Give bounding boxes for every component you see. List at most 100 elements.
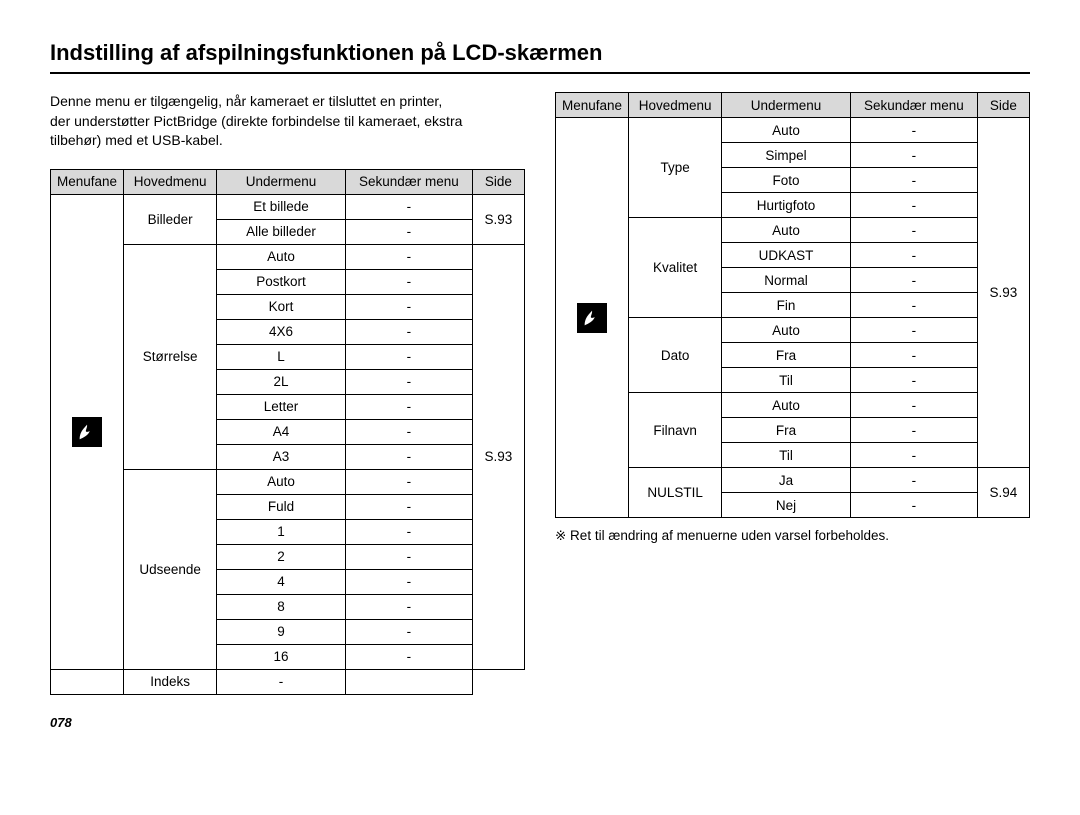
sub-l: L [217,344,346,369]
sub-letter: Letter [217,394,346,419]
sub-auto-t: Auto [722,118,851,143]
page-number: 078 [50,715,525,730]
intro-text: Denne menu er tilgængelig, når kameraet … [50,92,525,151]
table-header-row: Menufane Hovedmenu Undermenu Sekundær me… [51,169,525,194]
sub-til-d: Til [722,368,851,393]
left-table: Menufane Hovedmenu Undermenu Sekundær me… [50,169,525,695]
table-row: Type Auto - S.93 [556,118,1030,143]
sec-cell: - [850,168,977,193]
pictbridge-icon [72,417,102,447]
sub-alle-billeder: Alle billeder [217,219,346,244]
header-side: Side [977,93,1029,118]
sec-cell: - [345,444,472,469]
sub-normal: Normal [722,268,851,293]
side-rest: S.93 [472,244,524,669]
sec-cell: - [850,293,977,318]
sec-cell: - [345,294,472,319]
intro-line-2: der understøtter PictBridge (direkte for… [50,113,462,129]
sub-16: 16 [217,644,346,669]
intro-line-1: Denne menu er tilgængelig, når kameraet … [50,93,442,109]
sub-fuld: Fuld [217,494,346,519]
sec-cell: - [345,519,472,544]
sub-4x6: 4X6 [217,319,346,344]
table-row: Indeks- [51,669,525,694]
header-menufane: Menufane [51,169,124,194]
sec-cell: - [345,544,472,569]
header-undermenu: Undermenu [217,169,346,194]
header-sekundaer: Sekundær menu [345,169,472,194]
sub-til-f: Til [722,443,851,468]
sub-fra-d: Fra [722,343,851,368]
sec-cell: - [345,644,472,669]
side-nulstil: S.94 [977,468,1029,518]
sub-a4: A4 [217,419,346,444]
side-billeder: S.93 [472,194,524,244]
sub-auto2: Auto [217,469,346,494]
sec-cell: - [345,369,472,394]
main-stoerrelse: Størrelse [124,244,217,469]
main-nulstil: NULSTIL [629,468,722,518]
main-billeder: Billeder [124,194,217,244]
sub-auto-f: Auto [722,393,851,418]
sub-hurtigfoto: Hurtigfoto [722,193,851,218]
sec-cell: - [850,218,977,243]
sec-cell: - [850,468,977,493]
sub-udkast: UDKAST [722,243,851,268]
sec-cell: - [345,394,472,419]
table-row: Billeder Et billede - S.93 [51,194,525,219]
sub-nej: Nej [722,493,851,518]
sec-cell: - [345,569,472,594]
sub-2: 2 [217,544,346,569]
sec-cell: - [217,669,346,694]
sub-auto-k: Auto [722,218,851,243]
sec-cell: - [850,118,977,143]
pictbridge-icon [577,303,607,333]
sub-et-billede: Et billede [217,194,346,219]
sub-2l: 2L [217,369,346,394]
right-table: Menufane Hovedmenu Undermenu Sekundær me… [555,92,1030,518]
sec-cell: - [345,494,472,519]
sub-auto-d: Auto [722,318,851,343]
sub-simpel: Simpel [722,143,851,168]
sec-cell: - [850,193,977,218]
sec-cell: - [345,219,472,244]
sec-cell: - [345,194,472,219]
main-filnavn: Filnavn [629,393,722,468]
sub-9: 9 [217,619,346,644]
sec-cell: - [850,493,977,518]
sub-fra-f: Fra [722,418,851,443]
sec-cell: - [850,143,977,168]
sec-cell: - [850,368,977,393]
main-type: Type [629,118,722,218]
header-sekundaer: Sekundær menu [850,93,977,118]
sub-ja: Ja [722,468,851,493]
sec-cell: - [850,268,977,293]
sub-auto: Auto [217,244,346,269]
sub-kort: Kort [217,294,346,319]
page-title: Indstilling af afspilningsfunktionen på … [50,40,1030,74]
header-side: Side [472,169,524,194]
table-header-row: Menufane Hovedmenu Undermenu Sekundær me… [556,93,1030,118]
main-dato: Dato [629,318,722,393]
sec-cell: - [850,443,977,468]
side-top: S.93 [977,118,1029,468]
sub-indeks: Indeks [124,669,217,694]
sec-cell: - [345,619,472,644]
sec-cell: - [850,393,977,418]
sec-cell: - [850,243,977,268]
menufane-icon-cell [51,194,124,669]
sec-cell: - [850,318,977,343]
menufane-icon-cell [556,118,629,518]
footnote: ※ Ret til ændring af menuerne uden varse… [555,528,1030,544]
header-menufane: Menufane [556,93,629,118]
header-hovedmenu: Hovedmenu [124,169,217,194]
sec-cell: - [345,419,472,444]
sub-a3: A3 [217,444,346,469]
sec-cell: - [850,418,977,443]
sub-foto: Foto [722,168,851,193]
intro-line-3: tilbehør) med et USB-kabel. [50,132,223,148]
sub-8: 8 [217,594,346,619]
main-kvalitet: Kvalitet [629,218,722,318]
sec-cell: - [345,594,472,619]
header-undermenu: Undermenu [722,93,851,118]
